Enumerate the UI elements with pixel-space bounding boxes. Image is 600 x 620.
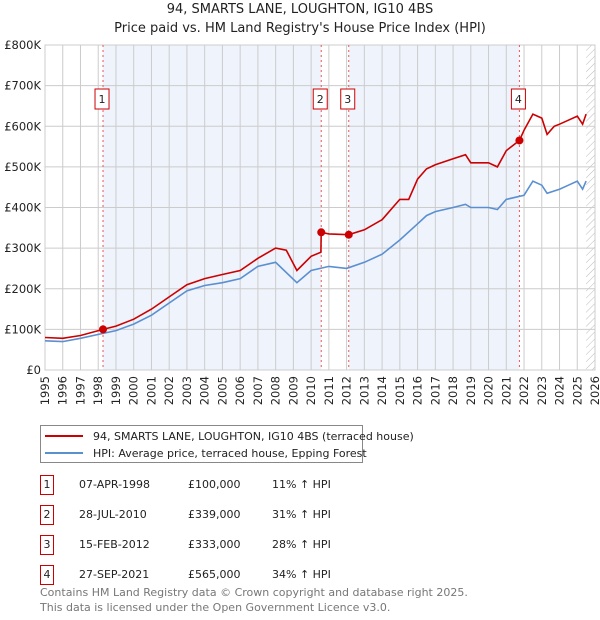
legend-swatch-red bbox=[45, 435, 83, 437]
chart-subtitle: Price paid vs. HM Land Registry's House … bbox=[114, 21, 486, 36]
x-tick-label: 2019 bbox=[464, 376, 478, 405]
sale-price: £100,000 bbox=[188, 478, 241, 491]
legend-label: HPI: Average price, terraced house, Eppi… bbox=[93, 446, 367, 460]
x-tick-label: 2007 bbox=[251, 376, 265, 405]
footer-copyright: Contains HM Land Registry data © Crown c… bbox=[40, 586, 468, 599]
sale-label: 1 bbox=[99, 93, 106, 106]
y-tick-label: £200K bbox=[4, 282, 41, 296]
x-tick-label: 2009 bbox=[286, 376, 300, 405]
sale-label: 4 bbox=[515, 93, 522, 106]
sale-date: 28-JUL-2010 bbox=[79, 508, 147, 521]
y-tick-label: £500K bbox=[4, 160, 41, 174]
y-tick-label: £100K bbox=[4, 322, 41, 336]
plot-frame bbox=[44, 44, 596, 371]
x-tick-label: 2006 bbox=[233, 376, 247, 405]
x-tick-label: 2003 bbox=[180, 376, 194, 405]
sale-label-box bbox=[312, 88, 328, 110]
sale-date: 27-SEP-2021 bbox=[79, 568, 150, 581]
x-tick-label: 2018 bbox=[446, 376, 460, 405]
sale-number-badge: 3 bbox=[40, 535, 54, 555]
x-tick-label: 2016 bbox=[411, 376, 425, 405]
hpi-line bbox=[44, 180, 587, 343]
x-tick-label: 1995 bbox=[38, 376, 52, 405]
x-tick-label: 2005 bbox=[215, 376, 229, 405]
legend-swatch-blue bbox=[45, 452, 83, 454]
legend-label: 94, SMARTS LANE, LOUGHTON, IG10 4BS (ter… bbox=[93, 429, 414, 443]
legend-item-hpi: HPI: Average price, terraced house, Eppi… bbox=[45, 445, 367, 461]
footer-licence: This data is licensed under the Open Gov… bbox=[40, 601, 391, 614]
x-tick-label: 2015 bbox=[393, 376, 407, 405]
chart-title: 94, SMARTS LANE, LOUGHTON, IG10 4BS bbox=[166, 2, 434, 17]
hpi-change: 28% ↑ HPI bbox=[272, 538, 331, 551]
x-tick-label: 2021 bbox=[499, 376, 513, 405]
x-tick-label: 2013 bbox=[357, 376, 371, 405]
x-tick-label: 2004 bbox=[198, 376, 212, 405]
y-tick-label: £300K bbox=[4, 241, 41, 255]
y-tick-label: £600K bbox=[4, 119, 41, 133]
sale-point bbox=[99, 325, 108, 334]
price-chart: £0 £100K £200K £300K £400K £500K £600K £700K £80… bbox=[4, 38, 600, 405]
x-tick-label: 1997 bbox=[73, 376, 87, 405]
sale-price: £333,000 bbox=[188, 538, 241, 551]
sale-label: 2 bbox=[317, 93, 324, 106]
x-tick-label: 2025 bbox=[570, 376, 584, 405]
sale-number-badge: 1 bbox=[40, 475, 54, 495]
y-tick-label: £0 bbox=[26, 363, 41, 377]
x-tick-label: 2008 bbox=[269, 376, 283, 405]
sale-label-box bbox=[510, 88, 526, 110]
sale-price: £565,000 bbox=[188, 568, 241, 581]
x-tick-label: 2012 bbox=[340, 376, 354, 405]
hpi-change: 34% ↑ HPI bbox=[272, 568, 331, 581]
x-tick-label: 2020 bbox=[482, 376, 496, 405]
property-price-line bbox=[44, 113, 587, 340]
hpi-change: 11% ↑ HPI bbox=[272, 478, 331, 491]
x-tick-label: 2022 bbox=[517, 376, 531, 405]
hpi-change: 31% ↑ HPI bbox=[272, 508, 331, 521]
sale-number-badge: 4 bbox=[40, 565, 54, 585]
x-tick-label: 2011 bbox=[322, 376, 336, 405]
x-tick-label: 2000 bbox=[127, 376, 141, 405]
y-tick-label: £800K bbox=[4, 38, 41, 52]
x-tick-label: 2001 bbox=[144, 376, 158, 405]
x-tick-label: 1998 bbox=[91, 376, 105, 405]
sale-label-box bbox=[340, 88, 356, 110]
sale-price: £339,000 bbox=[188, 508, 241, 521]
x-tick-label: 2017 bbox=[428, 376, 442, 405]
x-tick-label: 2014 bbox=[375, 376, 389, 405]
x-tick-label: 2024 bbox=[553, 376, 567, 405]
sale-point bbox=[344, 230, 353, 239]
sale-number-badge: 2 bbox=[40, 505, 54, 525]
legend-item-property: 94, SMARTS LANE, LOUGHTON, IG10 4BS (ter… bbox=[45, 428, 414, 444]
sale-date: 07-APR-1998 bbox=[79, 478, 151, 491]
sale-date: 15-FEB-2012 bbox=[79, 538, 150, 551]
sale-label: 3 bbox=[344, 93, 351, 106]
y-tick-label: £400K bbox=[4, 201, 41, 215]
x-tick-label: 1999 bbox=[109, 376, 123, 405]
x-tick-label: 1996 bbox=[56, 376, 70, 405]
sale-label-box bbox=[94, 88, 110, 110]
legend: 94, SMARTS LANE, LOUGHTON, IG10 4BS (ter… bbox=[40, 425, 414, 463]
sale-point bbox=[515, 136, 524, 145]
sale-point bbox=[317, 228, 326, 237]
y-tick-label: £700K bbox=[4, 79, 41, 93]
x-tick-label: 2023 bbox=[535, 376, 549, 405]
x-tick-label: 2010 bbox=[304, 376, 318, 405]
x-tick-label: 2002 bbox=[162, 376, 176, 405]
x-tick-label: 2026 bbox=[588, 376, 600, 405]
